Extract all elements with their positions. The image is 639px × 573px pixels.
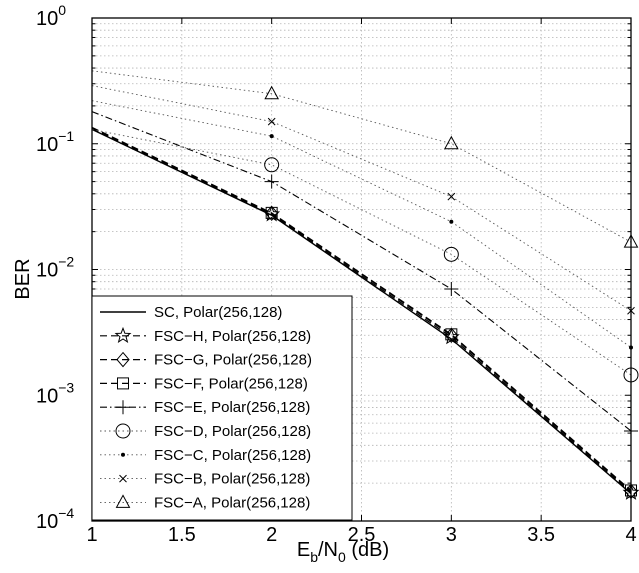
y-tick-label: 10−3 [36,379,74,407]
legend-marker-2 [116,351,130,368]
x-tick-label: 2.5 [348,524,376,546]
legend-marker-6 [121,452,125,457]
series-point-5 [443,246,459,262]
legend-marker-3 [117,377,129,390]
y-tick-label-base: 10 [36,385,58,407]
legend-label-4: FSC−E, Polar(256,128) [154,399,310,416]
series-line-6 [91,100,632,348]
y-tick-label-base: 10 [36,8,58,30]
x-axis-title-mid: /N [318,539,338,561]
y-tick-label-base: 10 [36,511,58,533]
series-point-3 [445,328,458,341]
y-tick-label: 10−2 [36,254,74,282]
series-point-8 [264,85,280,100]
x-tick-labels: 1 1.5 2 2.5 3 3.5 4 [86,524,636,546]
legend-label-8: FSC−A, Polar(256,128) [154,494,310,511]
y-tick-label: 10−4 [36,505,74,533]
legend-label-3: FSC−F, Polar(256,128) [154,375,308,392]
legend-label-5: FSC−D, Polar(256,128) [154,423,311,440]
legend-marker-7 [119,474,127,483]
series-line-1 [91,128,632,494]
series-point-8 [443,135,459,150]
series-point-4 [264,174,279,189]
series-lines [91,70,632,495]
legend-marker-4 [116,400,130,415]
series-point-2 [265,205,279,222]
series-point-3 [265,206,278,219]
legend-marker-5 [115,423,131,439]
legend-marker-8 [115,494,131,508]
y-tick-label-base: 10 [36,134,58,156]
series-line-8 [91,70,632,243]
series-point-6 [269,134,274,139]
y-tick-label-exponent: −3 [58,379,74,395]
legend-marker-1 [114,326,132,344]
y-tick-label: 10−1 [36,128,74,156]
series-point-6 [449,219,454,224]
grid [92,18,631,521]
x-axis-title-main: E [297,539,310,561]
x-tick-label: 2 [266,524,277,546]
series-point-7 [447,192,456,201]
legend-box [91,295,353,521]
legend-label-1: FSC−H, Polar(256,128) [154,328,311,345]
y-tick-label-exponent: −1 [58,128,74,144]
x-tick-label: 4 [625,524,636,546]
x-axis-title: Eb/N0 (dB) [297,539,389,565]
y-tick-label-exponent: −4 [58,505,74,521]
x-axis-title-sub1: b [310,549,318,565]
x-tick-label: 1.5 [168,524,196,546]
series-point-7 [267,117,276,126]
y-axis-title: BER [12,258,34,299]
legend-label-6: FSC−C, Polar(256,128) [154,447,311,464]
series-line-3 [91,126,632,491]
x-tick-label: 3.5 [527,524,555,546]
x-tick-label: 1 [86,524,97,546]
series-point-5 [264,157,280,173]
legend-label-2: FSC−G, Polar(256,128) [154,352,312,369]
x-axis-title-sub2: 0 [338,549,346,565]
y-tick-label: 100 [36,2,66,30]
x-axis-title-tail: (dB) [346,539,389,561]
y-tick-label-base: 10 [36,260,58,282]
series-point-4 [444,281,459,296]
legend-label-7: FSC−B, Polar(256,128) [154,471,310,488]
series-line-0 [91,128,632,495]
legend-label-0: SC, Polar(256,128) [154,304,282,321]
x-tick-label: 3 [446,524,457,546]
series-point-2 [444,327,458,344]
y-tick-label-exponent: −2 [58,254,74,270]
legend: SC, Polar(256,128) FSC−H, Polar(256,128) F… [91,295,353,521]
y-tick-label-exponent: 0 [58,2,66,18]
